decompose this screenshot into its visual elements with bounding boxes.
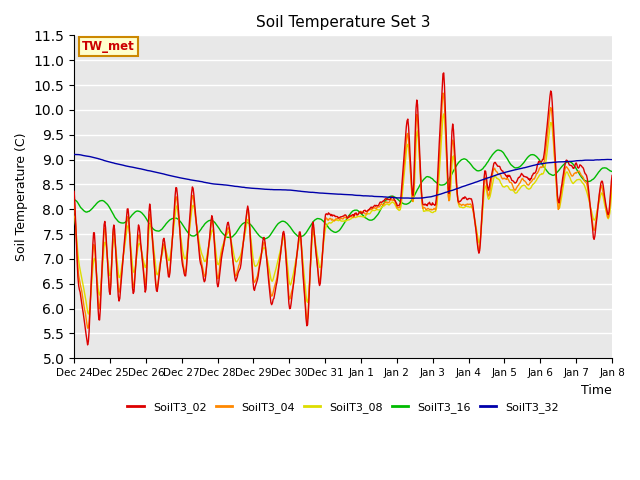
Legend: SoilT3_02, SoilT3_04, SoilT3_08, SoilT3_16, SoilT3_32: SoilT3_02, SoilT3_04, SoilT3_08, SoilT3_… [123,397,563,417]
Text: TW_met: TW_met [82,40,135,53]
Title: Soil Temperature Set 3: Soil Temperature Set 3 [256,15,430,30]
X-axis label: Time: Time [581,384,612,396]
Y-axis label: Soil Temperature (C): Soil Temperature (C) [15,132,28,261]
